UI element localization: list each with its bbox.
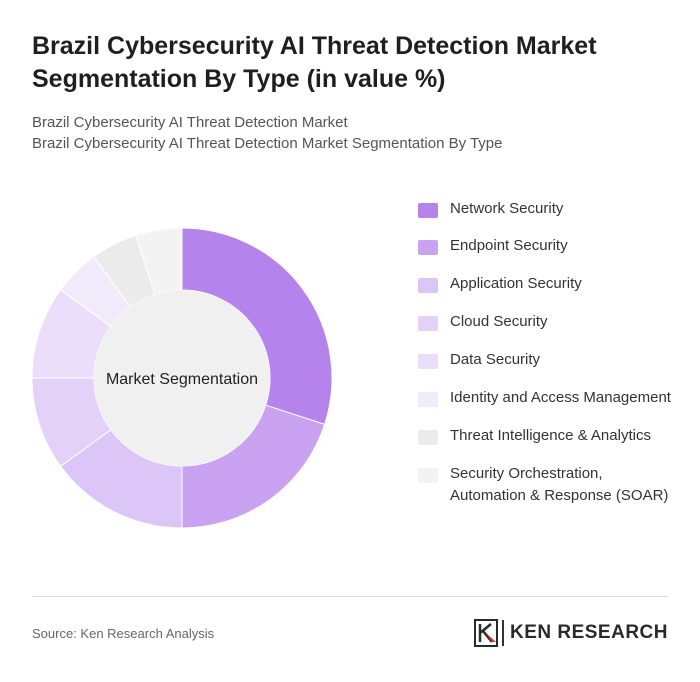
legend-swatch [418, 468, 438, 483]
legend-item: Security Orchestration, Automation & Res… [418, 463, 678, 507]
legend-swatch [418, 316, 438, 331]
subtitle-line-1: Brazil Cybersecurity AI Threat Detection… [32, 114, 348, 131]
footer-divider [32, 596, 668, 597]
legend-swatch [418, 278, 438, 293]
chart-subtitle: Brazil Cybersecurity AI Threat Detection… [32, 112, 672, 154]
donut-center [94, 290, 270, 466]
subtitle-line-2: Brazil Cybersecurity AI Threat Detection… [32, 135, 503, 152]
legend-label: Network Security [450, 200, 564, 217]
legend-item: Application Security [418, 273, 678, 295]
legend-item: Network Security [418, 198, 678, 220]
legend-item: Identity and Access Management [418, 387, 678, 409]
legend-item: Cloud Security [418, 311, 678, 333]
legend-label: Data Security [450, 351, 541, 368]
logo-text: KEN RESEARCH [509, 622, 668, 643]
logo-separator [501, 620, 504, 646]
chart-legend: Network Security Endpoint Security Applica… [418, 198, 678, 507]
ken-research-logo: KEN RESEARCH [473, 618, 668, 648]
legend-item: Endpoint Security [418, 235, 678, 257]
donut-center-label: Market Segmentation [106, 371, 258, 388]
legend-label: Endpoint Security [450, 237, 568, 254]
legend-label: Security Orchestration, Automation & Res… [450, 465, 669, 504]
source-note: Source: Ken Research Analysis [32, 626, 215, 641]
donut-chart-area: Market Segmentation [22, 218, 342, 538]
legend-swatch [418, 203, 438, 218]
legend-swatch [418, 430, 438, 445]
legend-swatch [418, 240, 438, 255]
legend-swatch [418, 354, 438, 369]
legend-swatch [418, 392, 438, 407]
donut-chart: Market Segmentation [31, 227, 333, 529]
legend-label: Threat Intelligence & Analytics [450, 427, 651, 444]
legend-item: Data Security [418, 349, 678, 371]
legend-item: Threat Intelligence & Analytics [418, 425, 678, 447]
ken-research-logo-icon [473, 619, 498, 647]
legend-label: Identity and Access Management [450, 389, 671, 406]
chart-title: Brazil Cybersecurity AI Threat Detection… [32, 32, 597, 93]
legend-label: Application Security [450, 275, 582, 292]
legend-label: Cloud Security [450, 313, 548, 330]
